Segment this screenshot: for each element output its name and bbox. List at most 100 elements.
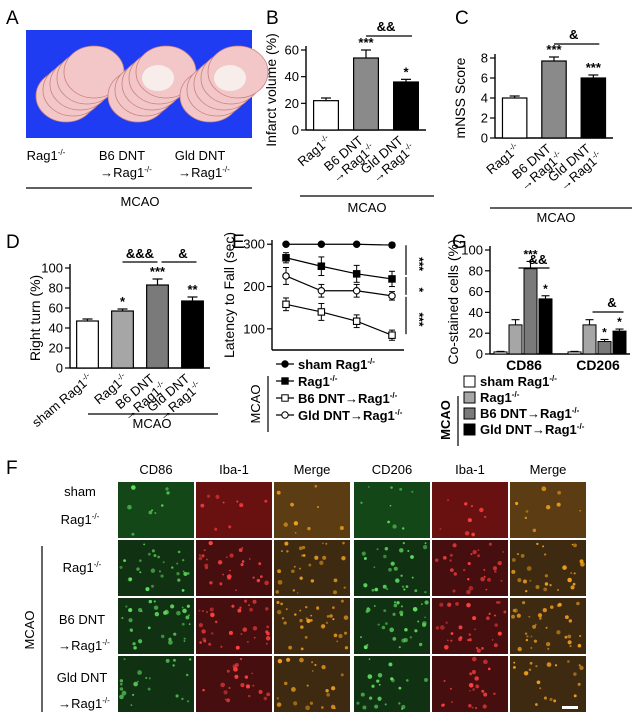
cell-signal [479, 507, 484, 513]
cell-signal [235, 645, 240, 650]
cell-signal [277, 569, 281, 574]
cell-signal [136, 567, 140, 571]
bar [541, 60, 567, 139]
cell-signal [301, 554, 304, 557]
cell-signal [136, 680, 139, 683]
cell-signal [576, 601, 580, 606]
cell-signal [539, 617, 542, 620]
cell-signal [121, 616, 124, 620]
micrograph-background [196, 540, 272, 596]
cell-signal [293, 521, 299, 526]
cell-signal [252, 576, 255, 579]
cell-signal [151, 509, 153, 512]
cell-signal [209, 581, 213, 585]
cell-signal [533, 639, 538, 643]
micrograph-tint [354, 540, 430, 596]
cell-signal [132, 642, 136, 646]
y-tick-label: 200 [243, 279, 265, 294]
column-header: Merge [530, 462, 567, 477]
cell-signal [402, 527, 405, 530]
cell-signal [208, 541, 213, 546]
significance-stars: * [403, 64, 409, 79]
cell-signal [226, 576, 232, 581]
cell-signal [215, 494, 220, 499]
cell-signal [469, 672, 473, 676]
data-point [317, 287, 326, 295]
cell-signal [228, 687, 231, 689]
cell-signal [393, 601, 397, 604]
y-tick-label: 80 [49, 281, 63, 296]
cell-signal [235, 589, 237, 592]
cell-signal [564, 615, 569, 620]
micrograph-background [118, 656, 194, 712]
cell-signal [119, 687, 124, 691]
cell-signal [573, 543, 577, 548]
cell-signal [123, 658, 126, 661]
y-tick-label: 20 [285, 96, 299, 111]
micrograph [354, 540, 430, 596]
cell-signal [325, 621, 329, 625]
cell-signal [302, 554, 306, 557]
cell-signal [226, 556, 228, 558]
significance-stars: * [120, 294, 126, 309]
cell-signal [529, 661, 533, 665]
cell-signal [265, 636, 271, 641]
cell-signal [281, 617, 285, 620]
cell-signal [529, 579, 532, 582]
cell-signal [153, 605, 159, 610]
cell-signal [564, 635, 568, 639]
cell-signal [525, 510, 529, 513]
cell-signal [553, 699, 557, 703]
cell-signal [300, 625, 304, 629]
cell-signal [181, 697, 184, 701]
cell-signal [321, 542, 324, 545]
cell-signal [474, 706, 478, 710]
cell-signal [554, 664, 558, 667]
cell-signal [572, 582, 576, 586]
bar [181, 300, 204, 369]
cell-signal [241, 560, 245, 563]
micrograph [196, 540, 272, 596]
row-label: →Rag1-/- [58, 696, 110, 711]
significance-stars: *** [412, 313, 426, 327]
cell-signal [470, 505, 473, 508]
cell-signal [238, 548, 243, 553]
cell-signal [469, 689, 471, 692]
cell-signal [471, 669, 477, 675]
cell-signal [387, 520, 390, 524]
cell-signal [371, 684, 375, 688]
cell-signal [223, 690, 228, 695]
cell-signal [481, 647, 484, 650]
cell-signal [417, 620, 420, 623]
cell-signal [493, 643, 498, 648]
cell-signal [299, 618, 303, 623]
cell-signal [403, 588, 406, 591]
cell-signal [139, 559, 142, 562]
cell-signal [399, 610, 404, 615]
cell-signal [299, 567, 301, 570]
cell-signal [177, 578, 181, 582]
cell-signal [165, 487, 169, 491]
cell-signal [571, 543, 574, 546]
y-axis-label: Co-stained cells (%) [445, 239, 461, 364]
cell-signal [389, 627, 394, 633]
cell-signal [472, 616, 477, 621]
micrograph [274, 482, 350, 538]
cell-signal [447, 499, 449, 502]
cell-signal [542, 545, 545, 548]
cell-signal [145, 587, 150, 592]
cell-signal [209, 607, 214, 612]
cell-signal [150, 584, 154, 588]
cell-signal [539, 687, 542, 690]
cell-signal [128, 577, 133, 581]
cell-signal [376, 548, 379, 551]
cell-signal [285, 608, 288, 611]
significance-stars: * [602, 325, 607, 339]
cell-signal [181, 588, 185, 592]
cell-signal [206, 494, 211, 498]
cell-signal [188, 658, 192, 661]
cell-signal [198, 556, 203, 561]
cell-signal [423, 677, 429, 683]
bar [538, 298, 553, 355]
cell-signal [545, 641, 551, 647]
